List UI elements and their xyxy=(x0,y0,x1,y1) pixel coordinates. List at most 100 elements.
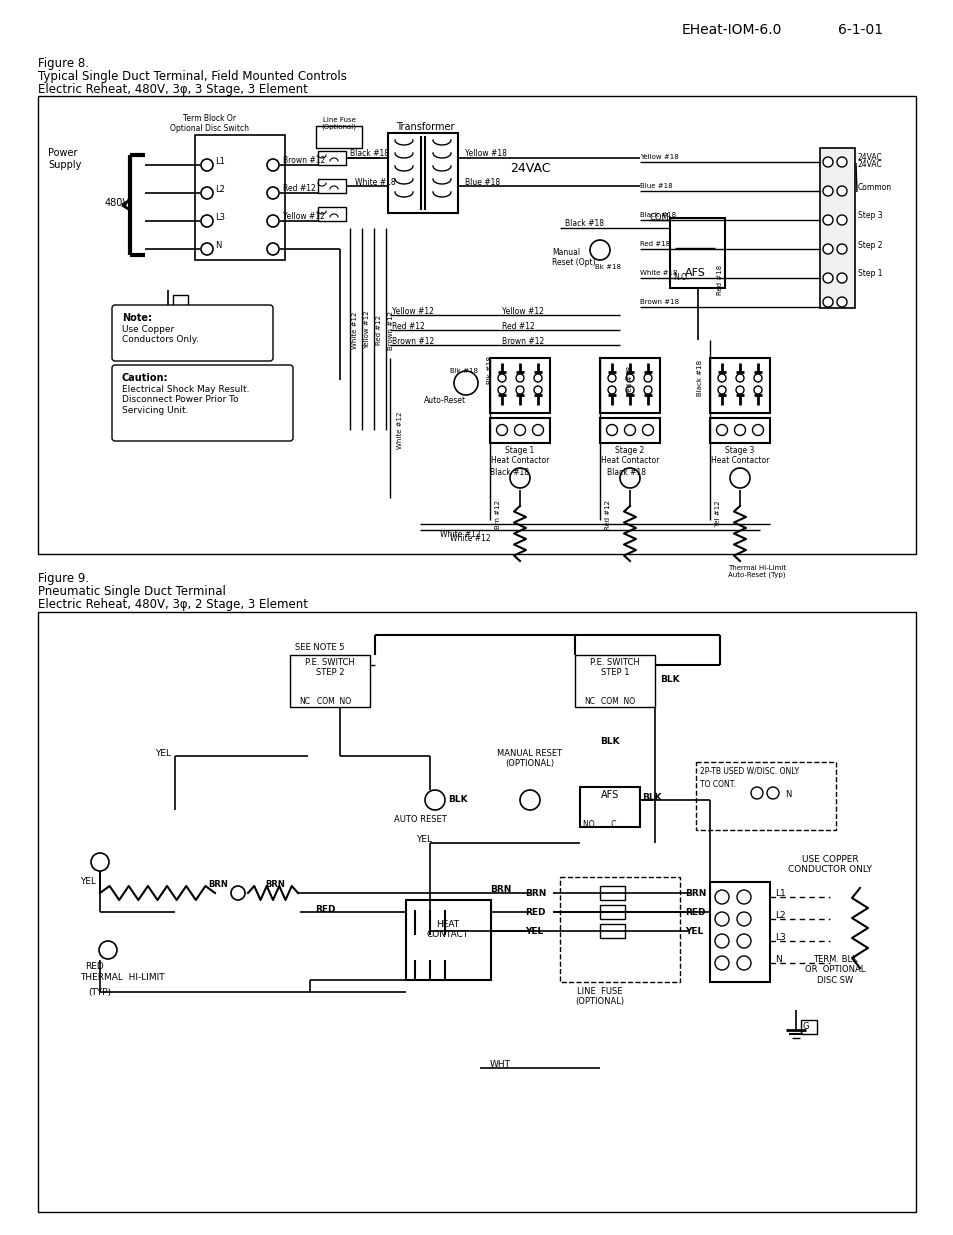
Bar xyxy=(599,417,659,443)
Text: COM  NO: COM NO xyxy=(600,697,635,706)
Text: 2P-TB USED W/DISC. ONLY: 2P-TB USED W/DISC. ONLY xyxy=(700,766,799,776)
Text: Brown #12: Brown #12 xyxy=(283,156,325,165)
Text: Transformer: Transformer xyxy=(395,122,454,132)
Bar xyxy=(709,882,769,982)
Text: Manual
Reset (Opt): Manual Reset (Opt) xyxy=(552,248,595,268)
Text: YEL: YEL xyxy=(524,927,542,936)
Text: Typical Single Duct Terminal, Field Mounted Controls: Typical Single Duct Terminal, Field Moun… xyxy=(38,70,347,83)
Circle shape xyxy=(729,468,749,488)
Text: Electrical Shock May Result.
Disconnect Power Prior To
Servicing Unit.: Electrical Shock May Result. Disconnect … xyxy=(122,385,250,415)
Text: Step 2: Step 2 xyxy=(857,241,882,249)
Circle shape xyxy=(836,157,846,167)
Text: BRN: BRN xyxy=(684,889,705,898)
Circle shape xyxy=(822,157,832,167)
Text: Yel #12: Yel #12 xyxy=(714,500,720,526)
Bar xyxy=(709,417,769,443)
Text: USE COPPER
CONDUCTOR ONLY: USE COPPER CONDUCTOR ONLY xyxy=(787,855,871,874)
Circle shape xyxy=(643,387,651,394)
Bar xyxy=(599,905,624,919)
Text: Yellow #12: Yellow #12 xyxy=(283,212,325,221)
Circle shape xyxy=(836,273,846,283)
Circle shape xyxy=(714,911,728,926)
Circle shape xyxy=(267,215,278,227)
Circle shape xyxy=(714,890,728,904)
Text: N: N xyxy=(214,241,221,249)
Bar xyxy=(317,207,346,221)
Text: RED: RED xyxy=(314,905,335,914)
FancyBboxPatch shape xyxy=(112,305,273,361)
Text: MANUAL RESET
(OPTIONAL): MANUAL RESET (OPTIONAL) xyxy=(497,748,562,768)
Text: Caution:: Caution: xyxy=(122,373,169,383)
Circle shape xyxy=(625,387,634,394)
Bar xyxy=(172,295,188,308)
Text: EHeat-IOM-6.0: EHeat-IOM-6.0 xyxy=(681,23,781,37)
Text: Figure 8.: Figure 8. xyxy=(38,57,89,70)
Text: Electric Reheat, 480V, 3φ, 2 Stage, 3 Element: Electric Reheat, 480V, 3φ, 2 Stage, 3 El… xyxy=(38,598,308,611)
Circle shape xyxy=(822,296,832,308)
Circle shape xyxy=(510,468,530,488)
Text: L2: L2 xyxy=(774,910,785,920)
Circle shape xyxy=(514,425,525,436)
Circle shape xyxy=(718,374,725,382)
Circle shape xyxy=(454,370,477,395)
Text: BRN: BRN xyxy=(265,881,285,889)
Text: Thermal Hi-Limit
Auto-Reset (Typ): Thermal Hi-Limit Auto-Reset (Typ) xyxy=(727,564,785,578)
Text: YEL: YEL xyxy=(80,877,96,885)
Circle shape xyxy=(641,425,653,436)
Text: L1: L1 xyxy=(774,888,785,898)
Text: N.O.: N.O. xyxy=(672,273,688,282)
Circle shape xyxy=(424,790,444,810)
Text: NO       C: NO C xyxy=(582,820,616,829)
Circle shape xyxy=(516,387,523,394)
Text: Figure 9.: Figure 9. xyxy=(38,572,89,585)
Circle shape xyxy=(735,387,743,394)
Text: Black #18: Black #18 xyxy=(639,212,676,219)
Bar xyxy=(194,135,285,261)
Bar xyxy=(388,133,457,212)
Circle shape xyxy=(737,934,750,948)
Bar xyxy=(669,219,724,288)
Circle shape xyxy=(750,787,762,799)
Text: Yellow #12: Yellow #12 xyxy=(364,311,370,350)
Text: Line Fuse
(Optional): Line Fuse (Optional) xyxy=(321,117,356,131)
Text: Red #12: Red #12 xyxy=(501,322,535,331)
Circle shape xyxy=(753,374,761,382)
Circle shape xyxy=(836,215,846,225)
Text: Black #18: Black #18 xyxy=(606,468,645,477)
Text: Pneumatic Single Duct Terminal: Pneumatic Single Duct Terminal xyxy=(38,585,226,598)
Text: YEL: YEL xyxy=(684,927,702,936)
Text: NC: NC xyxy=(583,697,595,706)
Text: 480V: 480V xyxy=(105,198,130,207)
Text: WHT: WHT xyxy=(490,1060,511,1070)
Text: L2: L2 xyxy=(214,184,225,194)
Text: BLK: BLK xyxy=(599,737,619,746)
Circle shape xyxy=(718,426,725,433)
Circle shape xyxy=(734,425,744,436)
Circle shape xyxy=(201,243,213,254)
Circle shape xyxy=(99,941,117,960)
Text: 24VAC: 24VAC xyxy=(857,161,882,169)
Text: Term Block Or
Optional Disc Switch: Term Block Or Optional Disc Switch xyxy=(171,114,250,133)
Text: Black #18: Black #18 xyxy=(350,149,389,158)
Circle shape xyxy=(496,425,507,436)
Bar xyxy=(599,924,624,939)
Circle shape xyxy=(753,387,761,394)
Circle shape xyxy=(516,426,523,433)
Text: Red #18: Red #18 xyxy=(626,366,633,396)
Text: Brown #12: Brown #12 xyxy=(388,310,394,350)
Text: THERMAL  HI-LIMIT: THERMAL HI-LIMIT xyxy=(80,973,165,982)
Text: White #12: White #12 xyxy=(439,530,480,538)
Text: L3: L3 xyxy=(214,212,225,221)
Circle shape xyxy=(625,426,634,433)
Text: Black #18: Black #18 xyxy=(564,219,603,228)
Text: YEL: YEL xyxy=(416,835,432,844)
Text: N: N xyxy=(784,790,791,799)
Circle shape xyxy=(836,245,846,254)
Circle shape xyxy=(534,426,541,433)
Circle shape xyxy=(607,374,616,382)
Text: Common: Common xyxy=(857,183,891,191)
Circle shape xyxy=(822,273,832,283)
Text: BRN: BRN xyxy=(208,881,228,889)
Text: RED: RED xyxy=(684,908,705,918)
Circle shape xyxy=(267,159,278,170)
